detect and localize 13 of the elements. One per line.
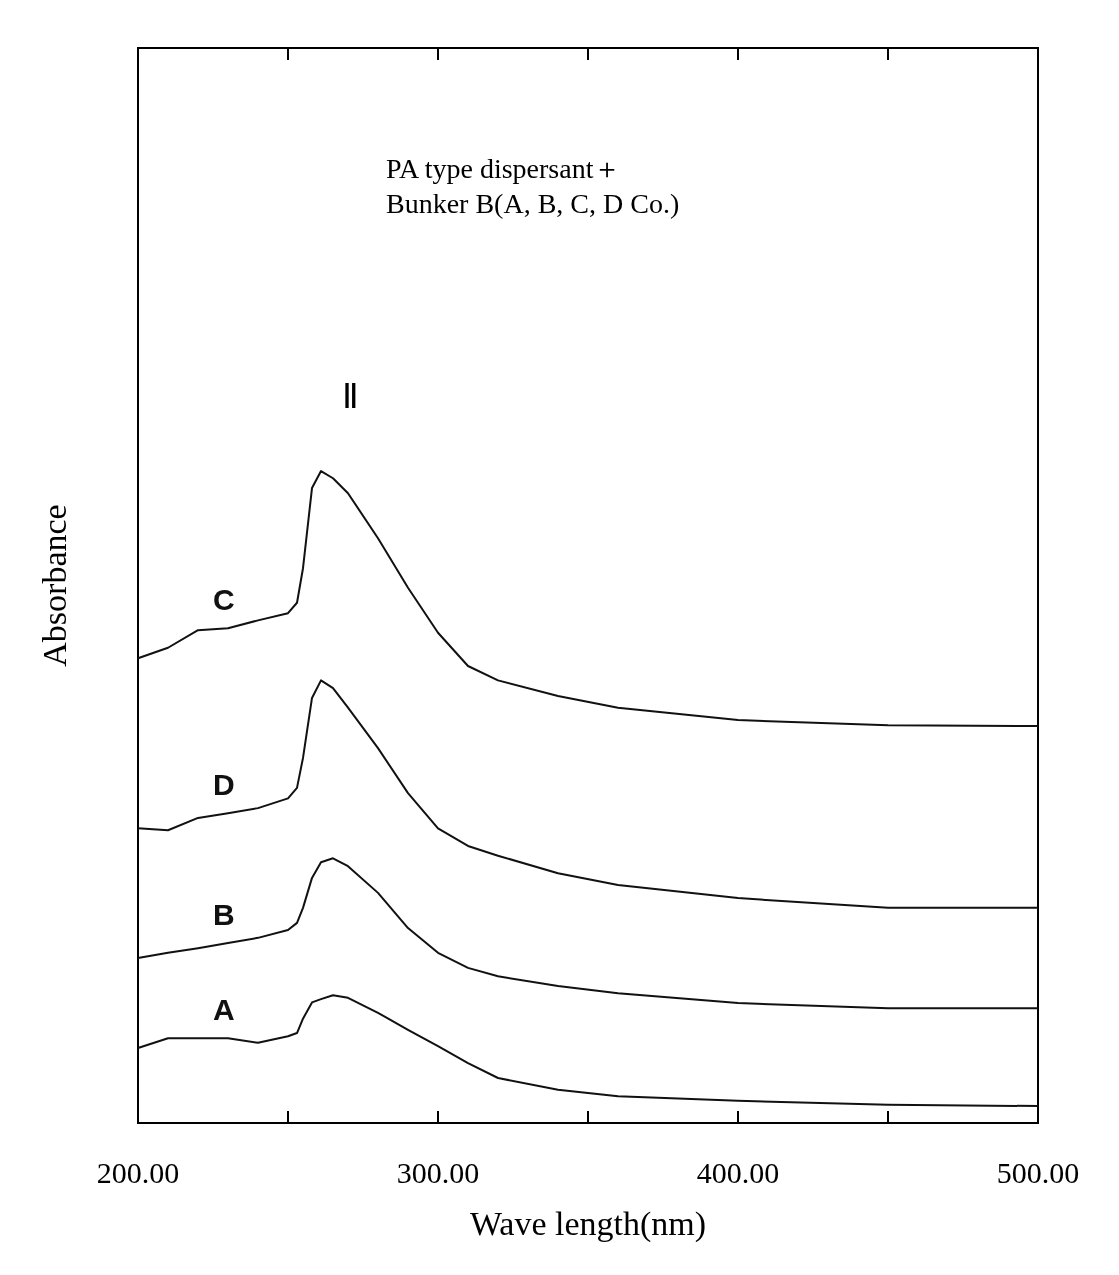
x-tick-label: 500.00 — [996, 1156, 1080, 1189]
x-tick-label: 200.00 — [96, 1156, 180, 1189]
x-tick-label: 300.00 — [396, 1156, 480, 1189]
series-label: B — [213, 898, 235, 932]
x-tick-label: 400.00 — [696, 1156, 780, 1189]
chart-subtitle: Bunker B(A, B, C, D Co.) — [386, 188, 680, 219]
text: Ⅱ — [341, 378, 359, 415]
series-label: C — [213, 583, 235, 617]
y-axis-title: Absorbance — [36, 504, 73, 667]
series-label: D — [213, 768, 235, 802]
x-axis-title: Wave length(nm) — [469, 1205, 707, 1243]
series-label: A — [213, 993, 235, 1027]
chart-title: PA type dispersant＋ — [386, 153, 622, 184]
